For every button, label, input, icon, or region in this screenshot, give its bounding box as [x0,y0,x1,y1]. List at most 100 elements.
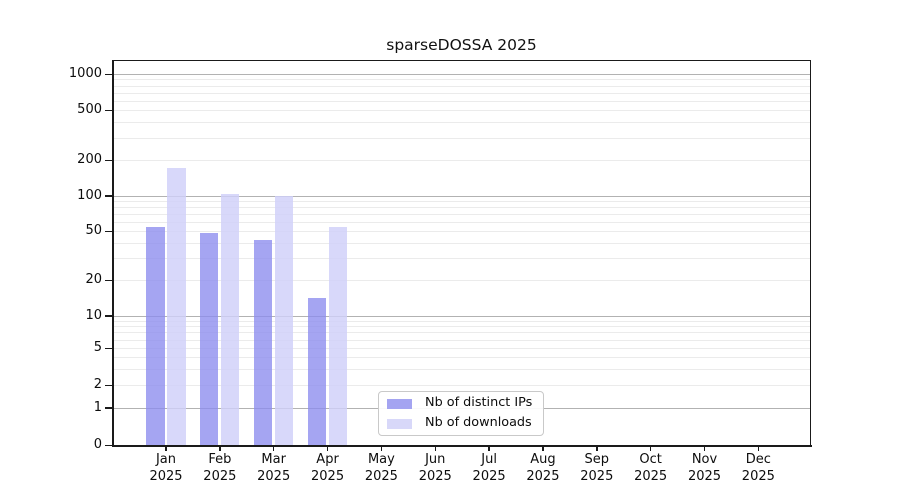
y-tick-label-2: 2 [93,377,102,392]
bar-downloads-apr [328,227,348,445]
x-tick-label-may: May 2025 [353,451,409,485]
axis-spine-left [112,60,114,446]
legend-row-0: Nb of distinct IPs [379,394,543,414]
y-tick-mark-500 [105,109,112,111]
axis-spine-right [810,60,811,446]
x-tick-label-oct: Oct 2025 [623,451,679,485]
x-tick-year: 2025 [203,469,237,484]
y-gridline-minor-5 [113,348,810,350]
y-gridline-minor-600 [113,100,810,102]
y-gridline-minor-200 [113,160,810,161]
x-tick-label-aug: Aug 2025 [515,451,571,485]
y-tick-mark-2 [105,384,112,386]
bar-distinct-ips-jan [146,227,165,445]
x-tick-year: 2025 [741,469,775,484]
legend-swatch-downloads [387,419,412,429]
x-tick-mark-jun [434,445,436,451]
x-tick-mark-dec [757,445,760,451]
y-gridline-major-100 [113,195,810,197]
y-tick-mark-20 [105,279,112,281]
y-gridline-minor-70 [113,213,810,215]
x-tick-label-jul: Jul 2025 [461,451,517,485]
x-tick-label-feb: Feb 2025 [192,451,248,485]
x-tick-mark-jul [488,445,490,451]
y-gridline-minor-80 [113,207,810,209]
legend: Nb of distinct IPs Nb of downloads [378,391,544,436]
x-tick-year: 2025 [311,469,345,484]
x-tick-label-sep: Sep 2025 [569,451,625,485]
x-tick-month: Nov [691,452,718,467]
y-tick-mark-100 [105,195,112,197]
y-tick-label-100: 100 [77,187,102,203]
legend-row-1: Nb of downloads [379,414,543,434]
x-tick-mark-apr [326,445,329,451]
x-tick-mark-nov [703,445,706,451]
x-tick-month: Dec [745,452,771,467]
y-tick-mark-200 [105,159,112,161]
y-gridline-minor-30 [113,258,810,260]
y-tick-mark-50 [105,230,112,232]
y-gridline-minor-400 [113,122,810,124]
x-tick-label-jun: Jun 2025 [407,451,463,485]
y-gridline-minor-90 [113,201,810,203]
y-tick-label-10: 10 [85,307,102,323]
x-tick-label-mar: Mar 2025 [246,451,302,485]
y-tick-label-500: 500 [77,102,102,117]
x-tick-year: 2025 [149,469,183,484]
x-tick-month: Feb [208,452,232,467]
y-gridline-minor-7 [113,332,810,334]
bar-distinct-ips-feb [199,233,219,445]
y-gridline-major-10 [113,315,810,317]
chart-title: sparseDOSSA 2025 [386,36,537,54]
axis-spine-top [112,60,811,61]
x-tick-label-apr: Apr 2025 [300,451,356,485]
x-tick-month: May [367,452,395,467]
x-tick-month: Jul [481,452,497,467]
x-tick-mark-feb [219,445,221,451]
x-tick-mark-sep [596,445,598,451]
x-tick-month: Oct [639,452,662,467]
x-tick-label-jan: Jan 2025 [138,451,194,485]
y-gridline-minor-500 [113,110,810,111]
x-tick-year: 2025 [526,469,560,484]
y-gridline-minor-50 [113,231,810,232]
x-tick-month: Sep [584,452,610,467]
y-gridline-minor-9 [113,320,810,322]
x-tick-mark-aug [542,445,544,451]
legend-label-distinct-ips: Nb of distinct IPs [425,395,533,410]
axis-spine-bottom [112,445,812,447]
y-gridline-minor-6 [113,339,810,341]
y-gridline-minor-700 [113,92,810,94]
bar-downloads-feb [220,194,240,445]
bar-downloads-jan [167,167,186,445]
y-gridline-minor-20 [113,280,810,281]
y-tick-label-5: 5 [93,340,102,356]
x-tick-month: Apr [316,452,339,467]
x-tick-mark-jan [165,445,167,451]
y-gridline-minor-8 [113,326,810,328]
x-tick-month: Jun [425,452,446,467]
y-gridline-minor-300 [113,137,810,139]
y-tick-mark-0 [105,444,112,446]
x-tick-year: 2025 [257,469,291,484]
y-tick-label-200: 200 [77,152,102,167]
legend-label-downloads: Nb of downloads [425,415,532,430]
bar-distinct-ips-mar [253,240,273,445]
y-gridline-minor-2 [113,385,810,386]
x-tick-year: 2025 [364,469,398,484]
x-tick-year: 2025 [418,469,452,484]
y-tick-mark-10 [105,315,112,317]
x-tick-year: 2025 [472,469,506,484]
x-tick-mark-mar [272,445,275,451]
y-tick-mark-1 [105,407,112,409]
x-tick-mark-oct [649,445,652,451]
y-gridline-major-1000 [113,74,810,75]
y-gridline-minor-40 [113,242,810,244]
y-gridline-minor-60 [113,221,810,223]
bar-distinct-ips-apr [307,298,327,445]
y-tick-label-20: 20 [85,272,102,287]
x-tick-label-nov: Nov 2025 [677,451,733,485]
y-gridline-minor-4 [113,357,810,359]
y-tick-label-1000: 1000 [68,66,102,81]
